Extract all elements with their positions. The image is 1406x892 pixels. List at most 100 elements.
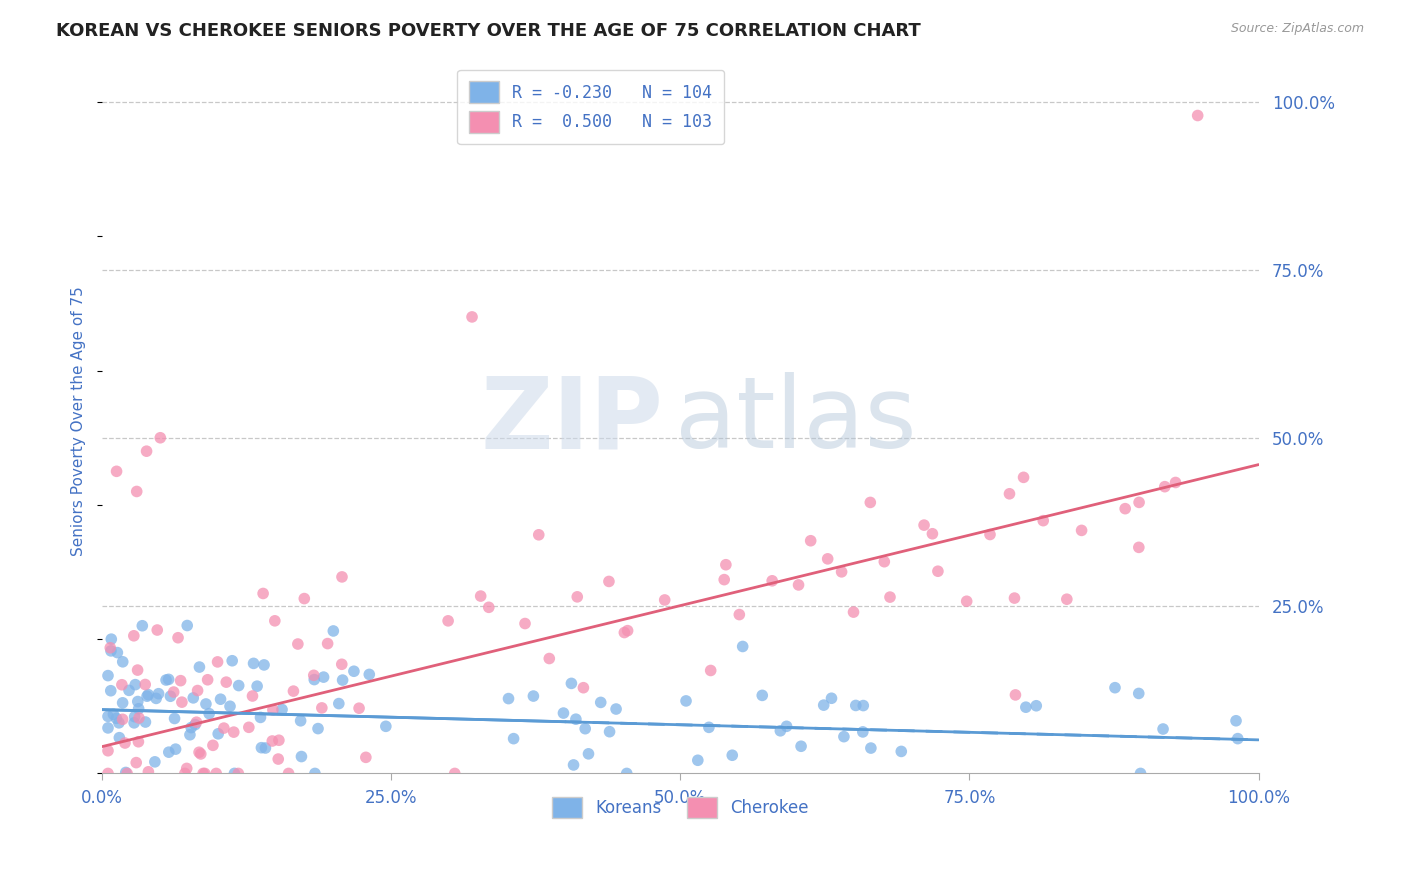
Point	[124, 709, 146, 723]
Point	[134, 677, 156, 691]
Point	[1128, 495, 1150, 509]
Point	[222, 725, 245, 739]
Point	[307, 722, 329, 736]
Point	[1226, 731, 1249, 746]
Point	[852, 725, 875, 739]
Point	[228, 679, 250, 693]
Point	[191, 766, 214, 780]
Point	[219, 699, 242, 714]
Point	[283, 684, 305, 698]
Point	[105, 711, 128, 725]
Point	[290, 749, 312, 764]
Point	[148, 687, 170, 701]
Point	[100, 644, 122, 658]
Point	[565, 712, 588, 726]
Text: KOREAN VS CHEROKEE SENIORS POVERTY OVER THE AGE OF 75 CORRELATION CHART: KOREAN VS CHEROKEE SENIORS POVERTY OVER …	[56, 22, 921, 40]
Point	[169, 673, 191, 688]
Point	[215, 675, 238, 690]
Point	[800, 533, 823, 548]
Point	[115, 766, 138, 780]
Point	[176, 761, 198, 775]
Point	[302, 668, 325, 682]
Text: ZIP: ZIP	[481, 373, 664, 469]
Point	[311, 701, 333, 715]
Point	[562, 758, 585, 772]
Point	[97, 668, 120, 682]
Point	[589, 695, 612, 709]
Point	[181, 690, 204, 705]
Point	[124, 678, 146, 692]
Point	[114, 765, 136, 780]
Point	[697, 720, 720, 734]
Point	[105, 464, 128, 478]
Point	[879, 590, 901, 604]
Point	[912, 518, 935, 533]
Point	[100, 683, 122, 698]
Point	[127, 663, 149, 677]
Point	[1004, 591, 1026, 606]
Point	[179, 728, 201, 742]
Point	[98, 640, 121, 655]
Point	[574, 722, 596, 736]
Point	[290, 714, 312, 728]
Point	[138, 764, 160, 779]
Legend: Koreans, Cherokee: Koreans, Cherokee	[546, 790, 815, 825]
Point	[1015, 700, 1038, 714]
Point	[527, 528, 550, 542]
Point	[478, 600, 501, 615]
Point	[271, 702, 294, 716]
Point	[108, 731, 131, 745]
Point	[553, 706, 575, 720]
Point	[149, 431, 172, 445]
Point	[145, 691, 167, 706]
Point	[713, 573, 735, 587]
Point	[979, 527, 1001, 541]
Point	[613, 625, 636, 640]
Point	[238, 720, 260, 734]
Point	[522, 689, 544, 703]
Point	[347, 701, 370, 715]
Point	[714, 558, 737, 572]
Point	[128, 702, 150, 716]
Point	[1225, 714, 1247, 728]
Point	[1153, 480, 1175, 494]
Point	[111, 655, 134, 669]
Y-axis label: Seniors Poverty Over the Age of 75: Seniors Poverty Over the Age of 75	[72, 286, 86, 556]
Point	[1187, 109, 1209, 123]
Point	[775, 719, 797, 733]
Point	[1152, 722, 1174, 736]
Point	[761, 574, 783, 588]
Point	[188, 660, 211, 674]
Point	[852, 698, 875, 713]
Point	[242, 657, 264, 671]
Point	[97, 766, 120, 780]
Point	[502, 731, 524, 746]
Point	[134, 714, 156, 729]
Point	[157, 673, 180, 687]
Point	[675, 694, 697, 708]
Point	[1004, 688, 1026, 702]
Point	[205, 766, 228, 780]
Point	[125, 756, 148, 770]
Point	[292, 591, 315, 606]
Point	[254, 741, 277, 756]
Point	[108, 715, 131, 730]
Point	[605, 702, 627, 716]
Point	[180, 721, 202, 735]
Point	[686, 753, 709, 767]
Point	[578, 747, 600, 761]
Point	[176, 618, 198, 632]
Point	[198, 706, 221, 721]
Point	[1114, 501, 1136, 516]
Point	[470, 589, 492, 603]
Point	[155, 673, 177, 687]
Point	[127, 694, 149, 708]
Point	[721, 748, 744, 763]
Point	[332, 673, 354, 687]
Point	[304, 766, 326, 780]
Point	[143, 755, 166, 769]
Point	[820, 691, 842, 706]
Point	[157, 745, 180, 759]
Point	[221, 654, 243, 668]
Point	[146, 623, 169, 637]
